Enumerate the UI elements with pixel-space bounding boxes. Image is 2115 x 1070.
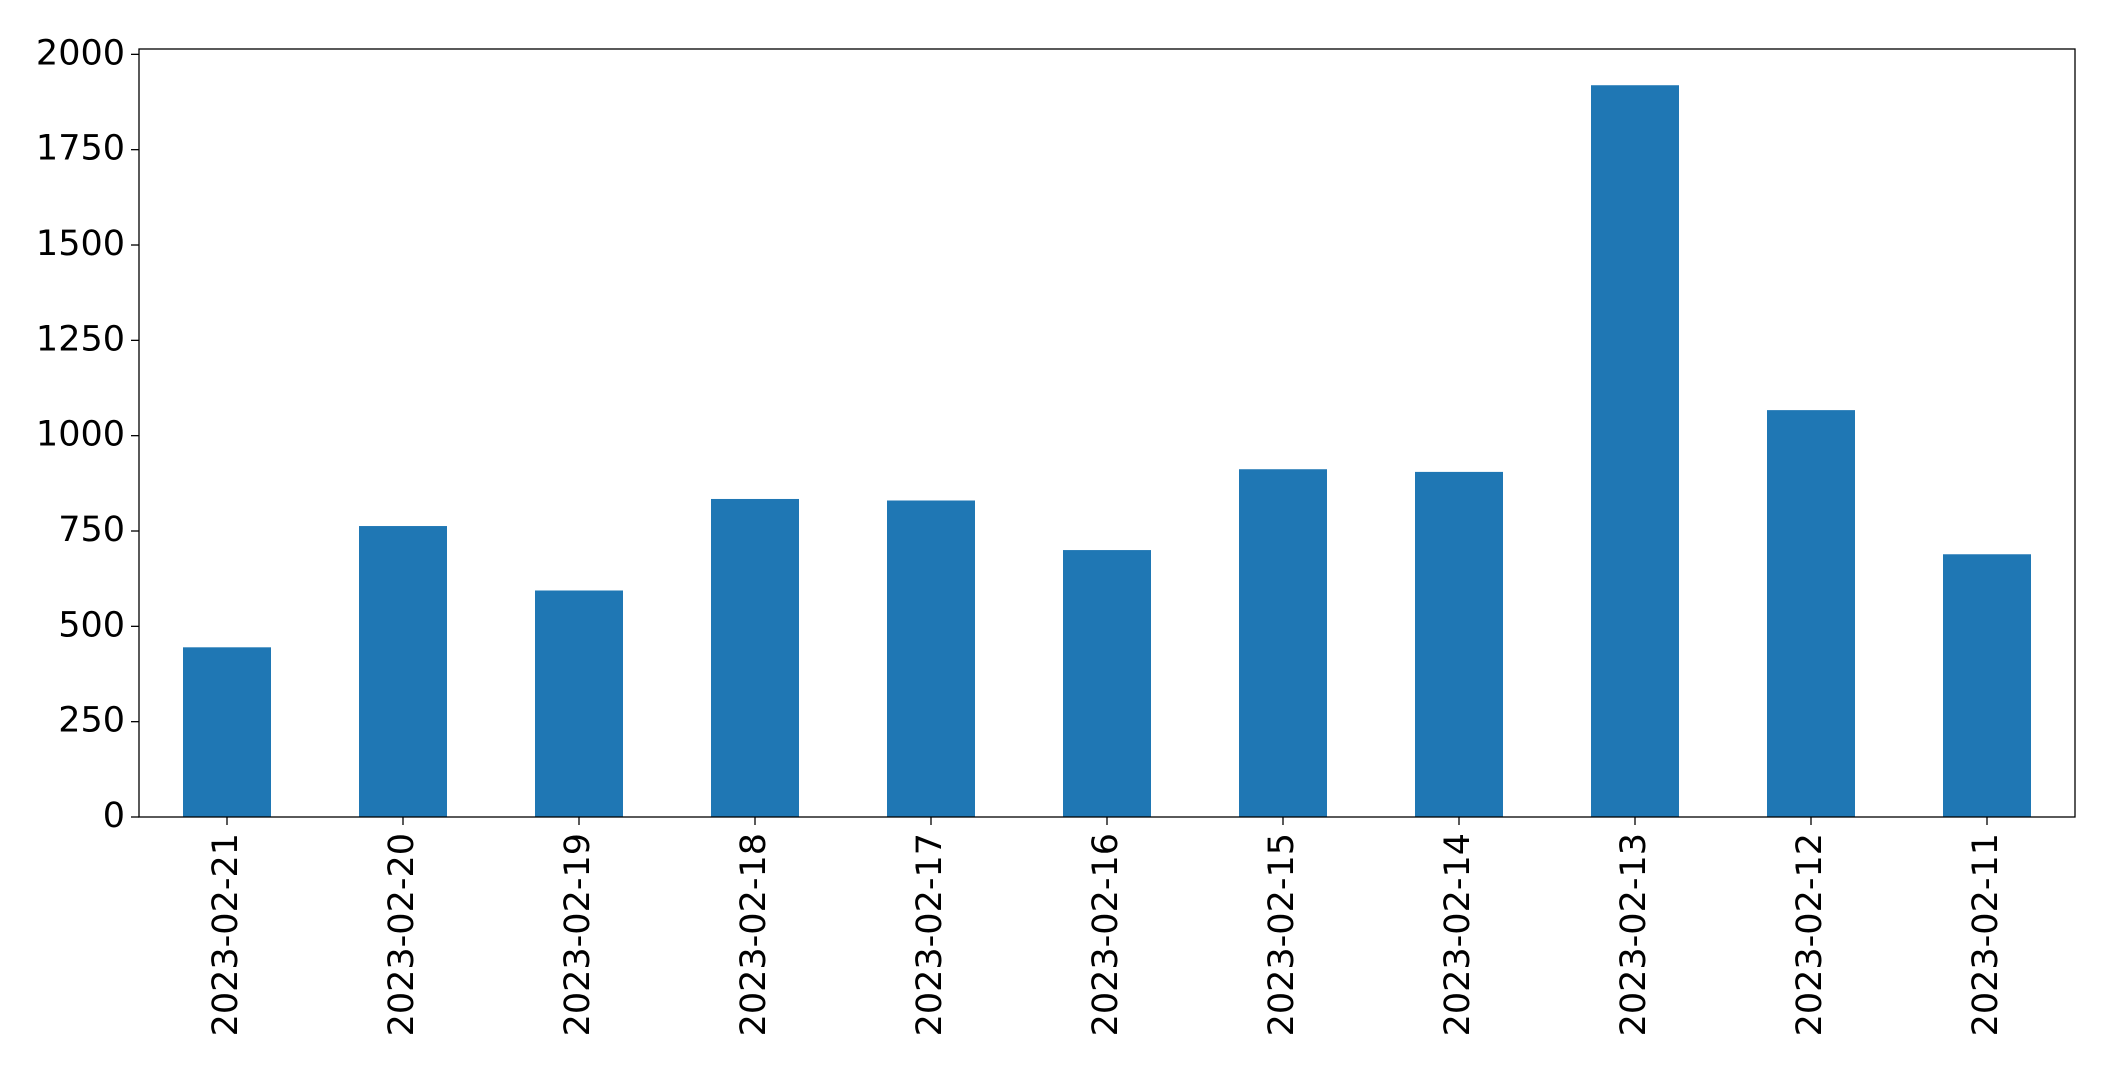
bar bbox=[183, 647, 271, 817]
y-tick-label: 750 bbox=[58, 510, 125, 550]
bar bbox=[1767, 410, 1855, 817]
x-tick-label: 2023-02-12 bbox=[1790, 833, 1830, 1036]
bar bbox=[535, 590, 623, 817]
x-tick-label: 2023-02-20 bbox=[382, 833, 422, 1036]
y-tick-label: 1750 bbox=[36, 129, 125, 169]
x-tick-label: 2023-02-14 bbox=[1438, 833, 1478, 1036]
bar bbox=[359, 526, 447, 817]
x-tick-label: 2023-02-19 bbox=[558, 833, 598, 1036]
y-tick-label: 250 bbox=[58, 701, 125, 741]
y-tick-label: 0 bbox=[103, 796, 125, 836]
bar bbox=[711, 498, 799, 817]
bar bbox=[1063, 550, 1151, 817]
y-tick-label: 1000 bbox=[36, 415, 125, 455]
bar bbox=[887, 500, 975, 817]
bar bbox=[1415, 471, 1503, 817]
y-tick-label: 500 bbox=[58, 605, 125, 645]
y-tick-label: 1500 bbox=[36, 224, 125, 264]
x-tick-label: 2023-02-18 bbox=[734, 833, 774, 1036]
x-tick-label: 2023-02-13 bbox=[1614, 833, 1654, 1036]
bar bbox=[1239, 469, 1327, 817]
x-tick-label: 2023-02-16 bbox=[1086, 833, 1126, 1036]
plot-frame bbox=[138, 48, 2076, 818]
bar bbox=[1943, 554, 2031, 817]
x-tick-label: 2023-02-17 bbox=[910, 833, 950, 1036]
x-tick-label: 2023-02-11 bbox=[1966, 833, 2006, 1036]
y-tick-label: 2000 bbox=[36, 33, 125, 73]
y-tick-label: 1250 bbox=[36, 319, 125, 359]
bar bbox=[1591, 85, 1679, 817]
x-tick-label: 2023-02-21 bbox=[206, 833, 246, 1036]
x-tick-label: 2023-02-15 bbox=[1262, 833, 1302, 1036]
